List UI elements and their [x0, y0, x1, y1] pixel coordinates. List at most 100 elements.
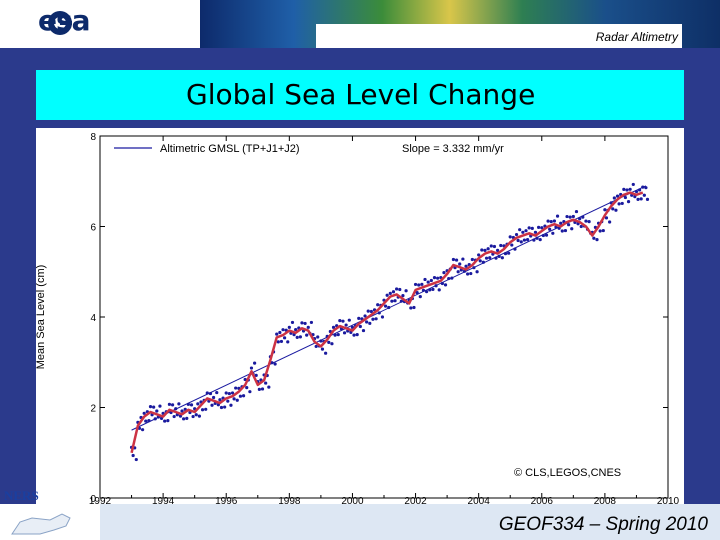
data-point — [447, 276, 451, 281]
data-point — [477, 253, 481, 257]
data-point — [295, 335, 299, 339]
sea-level-chart: 1992 1994 1996 1998 2000 2002 2004 2006 2008 2010… — [36, 132, 680, 504]
data-point — [283, 336, 287, 340]
data-point — [189, 403, 194, 407]
data-point — [603, 208, 607, 212]
data-point — [581, 215, 585, 219]
data-point — [537, 225, 541, 230]
data-point — [294, 327, 298, 332]
section-label: Radar Altimetry — [316, 24, 682, 48]
data-point — [341, 319, 345, 323]
data-point — [456, 270, 460, 274]
data-point — [142, 411, 146, 415]
data-point — [361, 328, 366, 333]
data-point — [320, 347, 325, 351]
data-point — [478, 259, 482, 263]
data-point — [383, 304, 388, 308]
x-tick-label: 1992 — [89, 496, 112, 504]
data-point — [484, 256, 489, 260]
data-point — [544, 233, 549, 237]
legend-label: Altimetric GMSL (TP+J1+J2) — [160, 143, 300, 155]
data-point — [144, 419, 148, 423]
data-point — [200, 408, 205, 412]
data-point — [376, 303, 380, 307]
data-point — [401, 294, 405, 298]
data-point — [404, 289, 408, 293]
data-point — [626, 200, 631, 204]
data-point — [229, 403, 233, 407]
data-point — [273, 362, 277, 366]
data-point — [421, 288, 426, 292]
data-point — [415, 290, 419, 295]
data-point — [470, 257, 474, 262]
data-point — [226, 399, 230, 403]
data-point — [393, 299, 397, 303]
data-point — [223, 405, 227, 409]
data-point — [451, 257, 456, 262]
data-point — [287, 325, 291, 329]
data-point — [185, 416, 189, 420]
data-point — [412, 305, 416, 310]
data-point — [215, 390, 219, 395]
data-point — [385, 293, 389, 297]
slope-annotation: Slope = 3.332 mm/yr — [402, 143, 504, 155]
data-point — [316, 335, 320, 339]
data-point — [399, 299, 403, 303]
data-point — [429, 278, 433, 283]
data-point — [568, 215, 572, 219]
data-point — [147, 419, 151, 423]
data-point — [519, 240, 523, 244]
data-point — [604, 216, 609, 220]
data-point — [579, 224, 583, 229]
data-point — [620, 201, 624, 206]
data-point — [428, 288, 432, 292]
y-tick-label: 0 — [90, 494, 96, 504]
data-point — [309, 320, 314, 325]
data-point — [489, 244, 493, 248]
data-point — [365, 320, 369, 324]
data-point — [540, 226, 544, 230]
data-point — [377, 311, 381, 315]
data-point — [177, 402, 181, 406]
data-point — [342, 331, 347, 335]
slide-title: Global Sea Level Change — [186, 78, 536, 111]
data-point — [578, 217, 582, 221]
data-point — [638, 188, 642, 192]
data-point — [298, 335, 302, 339]
data-point — [475, 270, 479, 274]
data-point — [163, 419, 167, 423]
data-point — [494, 256, 498, 260]
data-point — [611, 207, 615, 211]
data-point — [167, 402, 172, 406]
data-point — [380, 315, 385, 319]
data-point — [481, 260, 485, 264]
data-point — [458, 262, 462, 266]
data-point — [347, 318, 351, 322]
data-point — [305, 333, 309, 337]
data-point — [499, 243, 503, 248]
data-point — [598, 229, 602, 233]
data-point — [497, 254, 501, 258]
data-point — [205, 391, 209, 395]
data-point — [584, 219, 588, 223]
data-point — [461, 257, 465, 261]
x-tick-label: 2002 — [404, 496, 427, 504]
data-point — [224, 391, 228, 395]
data-point — [623, 195, 628, 200]
data-point — [134, 457, 138, 462]
data-point — [642, 193, 646, 197]
data-point — [551, 231, 555, 235]
data-point — [631, 182, 635, 187]
data-point — [331, 325, 336, 329]
data-point — [559, 221, 563, 225]
data-point — [286, 340, 290, 344]
data-point — [472, 266, 476, 270]
data-point — [615, 194, 620, 198]
data-point — [204, 407, 208, 411]
data-point — [612, 196, 616, 200]
data-point — [530, 226, 534, 231]
esa-logo-text: esa — [38, 4, 91, 37]
data-point — [639, 197, 643, 201]
data-point — [516, 238, 520, 243]
y-tick-label: 2 — [90, 404, 96, 415]
